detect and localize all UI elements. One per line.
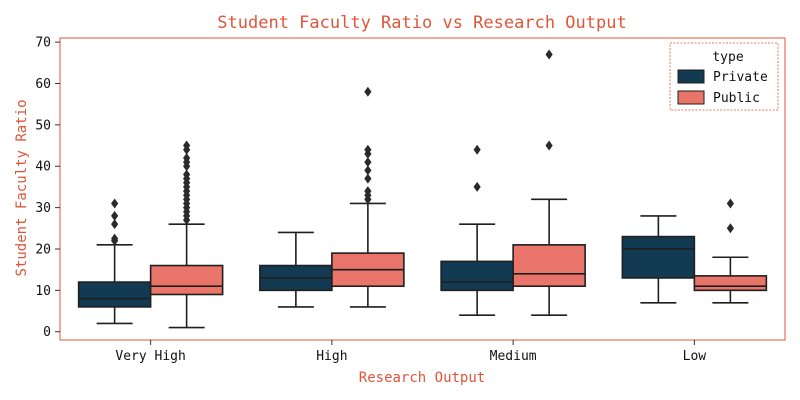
outlier-point <box>726 198 734 209</box>
box-iqr <box>621 235 696 279</box>
x-axis-label: Research Output <box>359 370 485 386</box>
outlier-point <box>545 140 553 151</box>
x-tick-label: Very High <box>115 349 185 364</box>
box-private-2 <box>440 144 514 316</box>
outlier-point <box>183 152 191 163</box>
y-tick-label: 0 <box>43 325 51 340</box>
legend: type Private Public <box>669 42 779 111</box>
outlier-point <box>364 144 372 155</box>
legend-title: type <box>712 50 743 65</box>
outlier-point <box>473 144 481 155</box>
box-iqr <box>693 275 768 292</box>
plot-area-frame <box>59 37 786 341</box>
outlier-point <box>111 198 119 209</box>
x-tick-label: Medium <box>490 349 537 364</box>
legend-swatch-public <box>677 90 705 105</box>
outlier-point <box>726 223 734 234</box>
box-iqr <box>77 281 152 308</box>
y-axis-label: Student Faculty Ratio <box>14 99 30 276</box>
box-public-3 <box>693 198 768 304</box>
box-iqr <box>149 264 224 296</box>
box-iqr <box>512 244 586 288</box>
outlier-point <box>111 233 119 244</box>
y-tick-label: 60 <box>35 77 51 92</box>
chart-title: Student Faculty Ratio vs Research Output <box>217 13 626 33</box>
outlier-point <box>364 86 372 97</box>
y-tick-label: 40 <box>35 160 51 175</box>
y-tick-label: 70 <box>35 36 51 51</box>
outlier-point <box>111 210 119 221</box>
box-private-1 <box>259 231 333 308</box>
box-private-3 <box>621 215 696 304</box>
y-tick-label: 20 <box>35 242 51 257</box>
outlier-point <box>364 173 372 184</box>
box-iqr <box>440 260 514 292</box>
outlier-point <box>111 219 119 230</box>
x-tick-label: Low <box>683 349 707 364</box>
box-private-0 <box>77 198 152 325</box>
y-tick-label: 10 <box>35 284 51 299</box>
legend-label-public: Public <box>713 91 760 106</box>
outlier-point <box>364 186 372 197</box>
outlier-point <box>545 49 553 60</box>
box-public-0 <box>149 140 224 329</box>
outlier-point <box>183 169 191 180</box>
x-tick-label: High <box>316 349 347 364</box>
outlier-point <box>364 165 372 176</box>
legend-label-private: Private <box>713 70 768 85</box>
box-public-2 <box>512 49 586 316</box>
outlier-point <box>364 157 372 168</box>
box-public-1 <box>331 86 405 308</box>
legend-swatch-private <box>677 69 705 84</box>
outlier-point <box>183 140 191 151</box>
y-tick-label: 30 <box>35 201 51 216</box>
y-tick-label: 50 <box>35 118 51 133</box>
outlier-point <box>473 181 481 192</box>
